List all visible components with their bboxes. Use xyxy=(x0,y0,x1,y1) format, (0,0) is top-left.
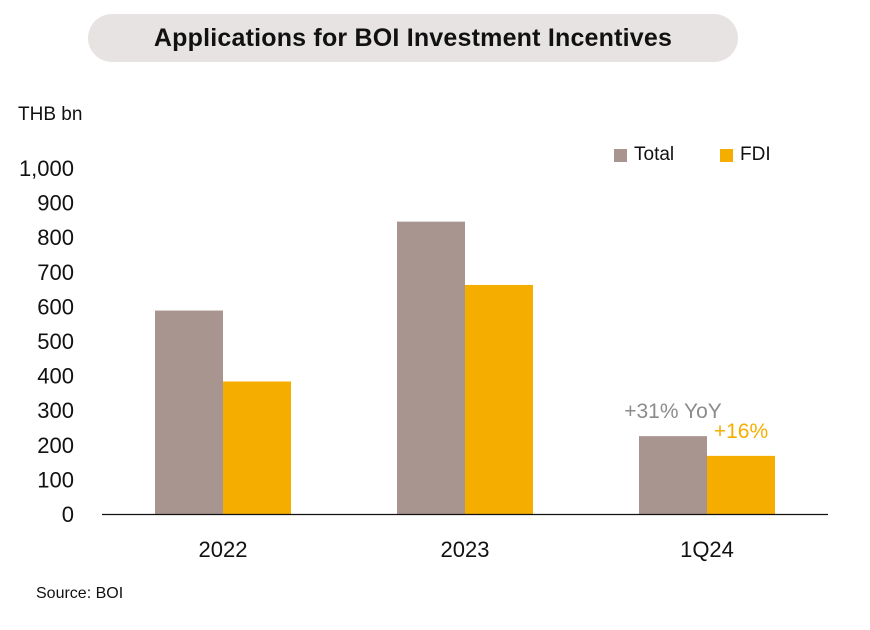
y-tick-label: 1,000 xyxy=(19,156,74,181)
y-tick-label: 200 xyxy=(37,433,74,458)
legend-swatch-fdi xyxy=(720,148,733,162)
legend-label-fdi: FDI xyxy=(740,144,771,165)
y-tick-label: 600 xyxy=(37,294,74,319)
source-note: Source: BOI xyxy=(36,585,124,602)
bar-fdi-1q24 xyxy=(707,455,775,514)
y-tick-label: 700 xyxy=(37,260,74,285)
bar-total-1q24 xyxy=(639,436,707,514)
chart-title: Applications for BOI Investment Incentiv… xyxy=(153,23,673,52)
legend-label-total: Total xyxy=(634,144,675,165)
x-category-label: 2022 xyxy=(199,537,248,562)
data-annotation: +16% xyxy=(714,420,768,443)
legend-item-total: Total xyxy=(614,144,674,166)
chart-title-banner: Applications for BOI Investment Incentiv… xyxy=(88,14,738,62)
y-tick-label: 800 xyxy=(37,225,74,250)
bar-fdi-2023 xyxy=(465,284,533,514)
x-category-label: 2023 xyxy=(441,537,490,562)
y-tick-label: 300 xyxy=(37,398,74,423)
bar-total-2022 xyxy=(155,310,223,514)
y-tick-label: 100 xyxy=(37,467,74,492)
data-annotation: +31% YoY xyxy=(624,400,722,423)
y-tick-label: 500 xyxy=(37,329,74,354)
y-axis-unit-label: THB bn xyxy=(18,104,83,125)
y-tick-label: 900 xyxy=(37,191,74,216)
bar-total-2023 xyxy=(397,221,465,514)
y-tick-label: 400 xyxy=(37,364,74,389)
bar-fdi-2022 xyxy=(223,381,291,514)
legend-swatch-total xyxy=(614,148,627,162)
legend-item-fdi: FDI xyxy=(720,144,771,166)
y-tick-label: 0 xyxy=(62,502,74,527)
x-category-label: 1Q24 xyxy=(680,537,734,562)
